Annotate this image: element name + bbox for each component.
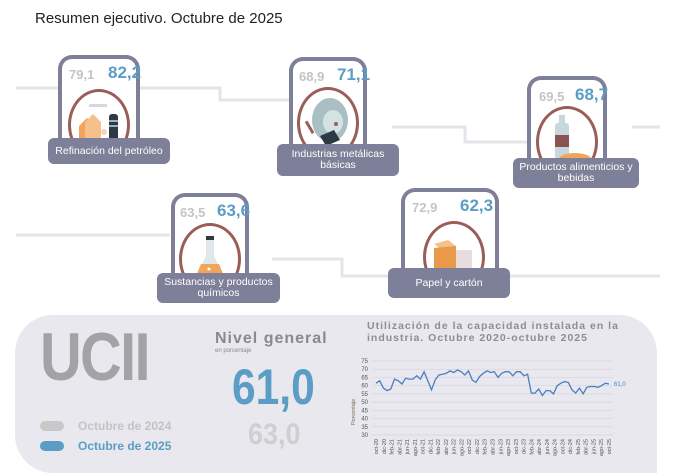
level-2024-value: 63,0 (248, 418, 301, 451)
value-2025: 63,6 (217, 201, 251, 220)
end-value-label: 61,0 (614, 382, 626, 388)
x-tick-label: dic-23 (522, 439, 528, 454)
x-tick-label: oct-22 (467, 439, 473, 454)
x-tick-label: oct-25 (607, 439, 613, 454)
industry-label: Industrias metálicas básicas (277, 144, 399, 176)
legend-item-2025: Octubre de 2025 (40, 439, 171, 453)
x-tick-label: jun-22 (452, 439, 458, 455)
value-2024: 68,9 (299, 69, 325, 84)
x-tick-label: jun-21 (405, 439, 411, 455)
value-2024: 69,5 (539, 89, 565, 104)
legend-item-2024: Octubre de 2024 (40, 419, 171, 433)
x-tick-label: jun-23 (498, 439, 504, 455)
y-tick-label: 75 (361, 359, 368, 365)
x-tick-label: ago-22 (459, 439, 465, 456)
series-line-ucii (375, 369, 610, 397)
x-tick-label: feb-21 (390, 439, 396, 455)
value-2025: 71,1 (337, 65, 371, 84)
x-tick-label: feb-23 (483, 439, 489, 455)
legend-swatch-2024 (40, 421, 64, 431)
x-tick-label: abr-25 (584, 439, 590, 455)
x-tick-label: oct-23 (514, 439, 520, 454)
ucii-title: UCII (40, 319, 151, 395)
y-tick-label: 50 (361, 400, 368, 406)
value-2025: 82,2 (108, 63, 142, 82)
y-tick-label: 60 (361, 384, 368, 390)
y-tick-label: 30 (361, 433, 368, 439)
value-2025: 62,3 (460, 196, 494, 215)
industry-label: Productos alimenticios y bebidas (513, 158, 639, 188)
x-tick-label: dic-21 (428, 439, 434, 454)
x-tick-label: jun-24 (545, 439, 551, 455)
page-subtitle: Resumen ejecutivo. Octubre de 2025 (35, 10, 283, 27)
y-tick-label: 65 (361, 375, 368, 381)
value-2024: 79,1 (69, 67, 95, 82)
x-tick-label: feb-22 (436, 439, 442, 455)
x-tick-label: ago-21 (413, 439, 419, 456)
x-tick-label: dic-20 (382, 439, 388, 454)
x-tick-label: jun-25 (591, 439, 597, 455)
value-2025: 68,7 (575, 85, 609, 104)
value-2024: 63,5 (180, 205, 206, 220)
chart-grid (372, 360, 613, 436)
legend-label-2024: Octubre de 2024 (78, 419, 172, 433)
y-tick-label: 70 (361, 367, 368, 373)
x-tick-label: oct-21 (421, 439, 427, 454)
y-tick-label: 35 (361, 425, 368, 431)
x-tick-labels: oct-20 dic-20 feb-21 abr-21 jun-21 ago-21 oct-… (374, 439, 613, 456)
value-2024: 72,9 (412, 200, 438, 215)
x-tick-label: ago-24 (553, 439, 559, 456)
x-tick-label: dic-24 (568, 439, 574, 454)
industry-label: Sustancias y productos químicos (157, 273, 280, 303)
x-tick-label: feb-25 (576, 439, 582, 455)
x-tick-label: feb-24 (529, 439, 535, 455)
legend-swatch-2025 (40, 441, 64, 451)
level-subtitle: en porcentaje (215, 348, 252, 354)
y-tick-label: 55 (361, 392, 368, 398)
x-tick-label: oct-24 (560, 439, 566, 454)
y-tick-labels: 75 70 65 60 55 50 45 40 35 30 (361, 359, 368, 439)
x-tick-label: abr-23 (491, 439, 497, 455)
x-tick-label: ago-23 (506, 439, 512, 456)
y-tick-label: 45 (361, 408, 368, 414)
x-tick-label: dic-22 (475, 439, 481, 454)
legend-label-2025: Octubre de 2025 (78, 439, 172, 453)
connector-line (272, 257, 402, 278)
x-tick-label: ago-25 (599, 439, 605, 456)
level-title: Nivel general (215, 330, 328, 347)
industry-label: Refinación del petróleo (48, 138, 170, 164)
x-tick-label: oct-20 (374, 439, 380, 454)
x-tick-label: abr-21 (397, 439, 403, 455)
level-2025-value: 61,0 (232, 359, 315, 415)
chart-title: Utilización de la capacidad instalada en… (367, 320, 619, 344)
x-tick-label: abr-22 (444, 439, 450, 455)
x-tick-label: abr-24 (537, 439, 543, 455)
connector-line (392, 125, 530, 144)
industry-label: Papel y cartón (388, 268, 510, 298)
y-tick-label: 40 (361, 417, 368, 423)
y-axis-label: Porcentaje (351, 399, 357, 425)
